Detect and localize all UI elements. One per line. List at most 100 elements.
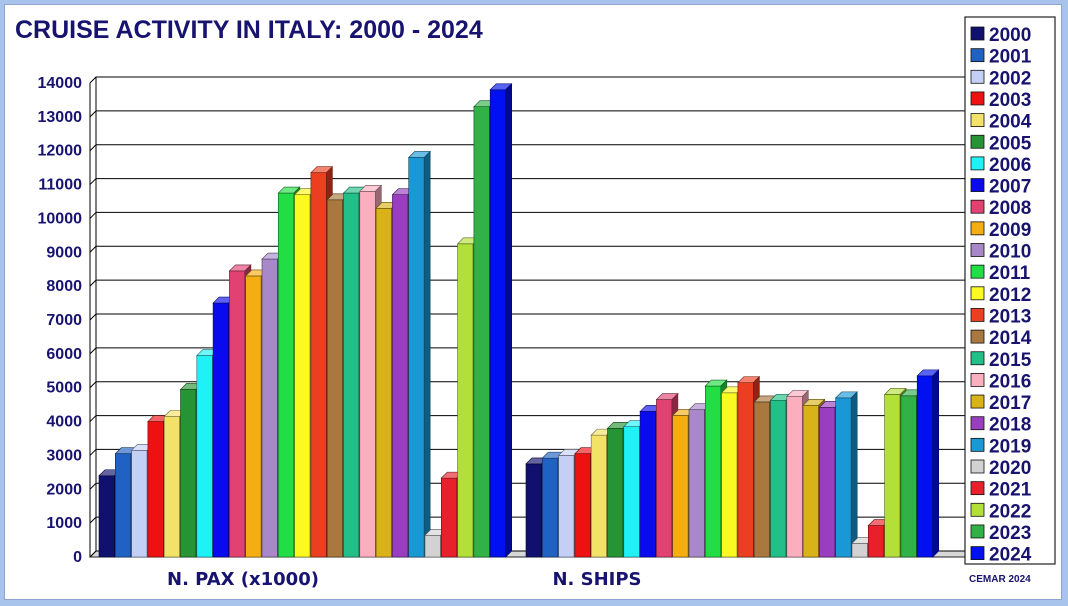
legend-label: 2014	[989, 328, 1032, 349]
y-tick-label: 10000	[38, 210, 83, 227]
legend-swatch	[970, 286, 985, 301]
legend-item-2001: 2001	[970, 47, 1032, 68]
legend-item-2012: 2012	[970, 285, 1031, 306]
y-tick-label: 7000	[46, 312, 82, 329]
legend-label: 2018	[989, 415, 1031, 436]
legend-label: 2003	[989, 90, 1031, 111]
legend-item-2008: 2008	[970, 198, 1031, 219]
bar-front	[326, 199, 344, 558]
gridline-depth	[89, 76, 97, 84]
chart-frame: CRUISE ACTIVITY IN ITALY: 2000 - 2024 0 1…	[4, 4, 1062, 600]
legend-item-2019: 2019	[970, 436, 1031, 457]
legend-item-2011: 2011	[970, 263, 1031, 284]
bar-front	[656, 399, 673, 558]
legend-item-2024: 2024	[970, 545, 1032, 566]
y-tick-label: 3000	[46, 447, 82, 464]
legend-swatch	[970, 243, 985, 257]
legend-item-2018: 2018	[970, 415, 1031, 436]
legend-label: 2012	[989, 285, 1031, 306]
gridline-depth	[89, 449, 97, 456]
legend-swatch	[970, 502, 985, 517]
legend-item-2016: 2016	[970, 371, 1031, 392]
bar-front	[525, 463, 542, 558]
legend-swatch	[970, 329, 985, 344]
legend-label: 2006	[989, 155, 1031, 176]
legend-label: 2022	[989, 501, 1031, 522]
legend-swatch	[970, 308, 985, 322]
legend-label: 2008	[989, 198, 1031, 219]
bar-front	[786, 396, 803, 558]
bar-front	[294, 194, 311, 558]
bar-front	[574, 453, 591, 558]
bar-2019-0	[407, 150, 431, 558]
bar-side	[932, 369, 940, 558]
legend-item-2021: 2021	[970, 480, 1032, 501]
legend-swatch	[970, 26, 985, 41]
cruise-chart: CRUISE ACTIVITY IN ITALY: 2000 - 2024 0 1…	[15, 16, 1056, 590]
legend-item-2017: 2017	[970, 393, 1031, 414]
legend-item-2005: 2005	[970, 133, 1032, 154]
chart-title: CRUISE ACTIVITY IN ITALY: 2000 - 2024	[15, 16, 483, 44]
bar-front	[916, 375, 934, 558]
gridline-depth	[89, 550, 97, 558]
bar-front	[245, 275, 262, 558]
legend-item-2020: 2020	[970, 458, 1031, 479]
bar-front	[131, 450, 148, 558]
bar-front	[770, 399, 787, 558]
legend-item-2010: 2010	[970, 242, 1031, 263]
y-tick-label: 8000	[46, 278, 82, 295]
bar-front	[753, 401, 771, 558]
bar-front	[180, 389, 197, 558]
gridline-depth	[89, 245, 97, 253]
legend-item-2009: 2009	[970, 220, 1031, 241]
y-tick-label: 9000	[46, 244, 82, 261]
legend-item-2006: 2006	[970, 155, 1031, 176]
bar-front	[163, 416, 180, 558]
legend: 2000200120022003200420052006200720082009…	[964, 16, 1056, 566]
bar-front	[115, 453, 132, 558]
bar-front	[440, 477, 458, 558]
bar-side	[423, 150, 431, 558]
legend-label: 2016	[989, 371, 1031, 392]
gridline-depth	[89, 516, 97, 524]
legend-label: 2015	[989, 350, 1032, 371]
bars-layer	[98, 83, 940, 558]
bar-front	[639, 411, 656, 558]
legend-item-2013: 2013	[970, 306, 1031, 327]
bar-front	[310, 172, 327, 558]
gridline-depth	[89, 313, 97, 321]
legend-label: 2024	[989, 545, 1032, 566]
legend-label: 2005	[989, 133, 1032, 154]
bar-front	[408, 157, 425, 558]
legend-swatch	[970, 91, 985, 106]
legend-item-2022: 2022	[970, 501, 1031, 522]
y-tick-label: 6000	[46, 346, 82, 363]
gridline-depth	[89, 144, 97, 152]
bar-front	[392, 194, 409, 558]
y-tick-label: 13000	[38, 109, 83, 126]
credit-text: CEMAR 2024	[969, 574, 1031, 585]
bar-front	[900, 395, 917, 558]
bar-front	[196, 355, 213, 558]
bar-front	[623, 426, 640, 558]
gridline-depth	[89, 347, 97, 355]
legend-item-2014: 2014	[970, 328, 1032, 349]
legend-item-2000: 2000	[970, 25, 1031, 46]
bar-front	[343, 192, 360, 558]
legend-swatch	[970, 199, 985, 214]
bar-2024-0	[489, 83, 513, 558]
legend-label: 2017	[989, 393, 1031, 414]
legend-swatch	[970, 221, 985, 236]
legend-swatch	[970, 459, 985, 474]
bar-front	[147, 421, 164, 558]
bar-front	[590, 434, 608, 558]
x-category-label: N. PAX (x1000)	[167, 569, 319, 590]
bar-front	[672, 415, 689, 558]
y-tick-label: 4000	[46, 414, 82, 431]
bar-front	[851, 543, 868, 558]
legend-label: 2007	[989, 177, 1031, 198]
bar-front	[867, 525, 885, 558]
legend-swatch	[970, 524, 985, 539]
legend-label: 2009	[989, 220, 1031, 241]
bar-front	[819, 407, 836, 558]
